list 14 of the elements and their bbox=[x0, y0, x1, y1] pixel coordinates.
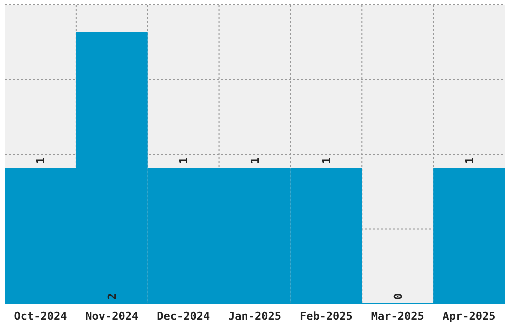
data-label: 1 bbox=[249, 157, 262, 164]
x-tick-label: Dec-2024 bbox=[157, 310, 210, 323]
data-label: 0 bbox=[392, 293, 405, 300]
data-label: 2 bbox=[106, 293, 120, 300]
data-label: 1 bbox=[463, 157, 476, 164]
x-tick-label: Nov-2024 bbox=[86, 310, 140, 323]
x-tick-label: Oct-2024 bbox=[14, 310, 68, 323]
x-tick-label: Jan-2025 bbox=[228, 310, 282, 323]
x-tick-label: Mar-2025 bbox=[371, 310, 424, 323]
data-label: 1 bbox=[178, 157, 191, 164]
x-tick-label: Apr-2025 bbox=[442, 310, 496, 323]
data-label: 1 bbox=[34, 157, 48, 164]
x-tick-label: Feb-2025 bbox=[300, 310, 353, 323]
data-label: 1 bbox=[320, 157, 334, 164]
